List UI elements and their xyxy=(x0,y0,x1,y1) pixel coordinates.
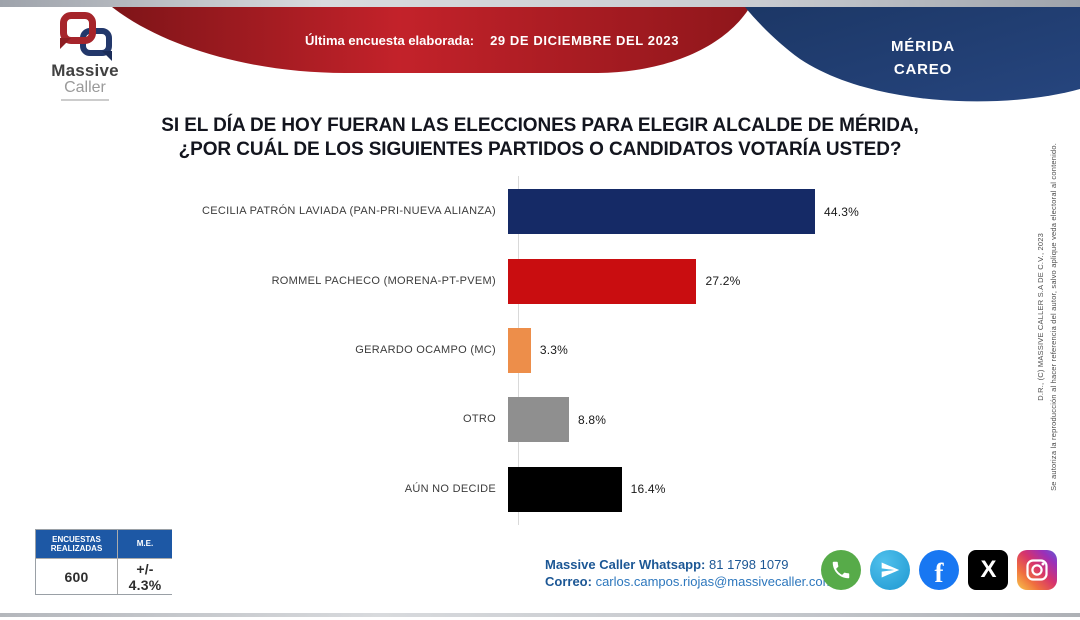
poll-question-line1: SI EL DÍA DE HOY FUERAN LAS ELECCIONES P… xyxy=(161,115,919,136)
chart-row: ROMMEL PACHECO (MORENA-PT-PVEM) 27.2% xyxy=(0,246,1010,315)
x-glyph: X xyxy=(980,556,996,583)
blue-ribbon xyxy=(745,7,1080,102)
bar-segment xyxy=(508,258,697,304)
red-ribbon xyxy=(112,7,750,73)
stats-header-encuestas: ENCUESTAS REALIZADAS xyxy=(36,530,117,558)
survey-date-label: Última encuesta elaborada: xyxy=(305,33,475,48)
contact-block: Massive Caller Whatsapp: 81 1798 1079 Co… xyxy=(545,556,833,590)
facebook-icon[interactable]: f xyxy=(919,550,959,590)
bar-chart: CECILIA PATRÓN LAVIADA (PAN-PRI-NUEVA AL… xyxy=(0,177,1010,524)
telegram-icon[interactable] xyxy=(870,550,910,590)
disclaimer-text: Se autoriza la reproducción al hacer ref… xyxy=(1049,143,1058,491)
bar-category-label: GERARDO OCAMPO (MC) xyxy=(355,343,496,356)
copyright-text: D.R., (C) MASSIVE CALLER S.A DE C.V., 20… xyxy=(1036,233,1045,401)
phone-glyph xyxy=(832,561,850,579)
whatsapp-label: Massive Caller Whatsapp: xyxy=(545,557,706,572)
region-banner: MÉRIDA CAREO xyxy=(857,35,989,81)
bar-value-label: 8.8% xyxy=(577,412,607,427)
social-icons: f X xyxy=(821,550,1057,590)
whatsapp-line: Massive Caller Whatsapp: 81 1798 1079 xyxy=(545,556,833,573)
logo-tagline xyxy=(61,99,109,101)
bar-value-label: 16.4% xyxy=(630,482,666,497)
whatsapp-number: 81 1798 1079 xyxy=(709,557,789,572)
legal-vertical-text: D.R., (C) MASSIVE CALLER S.A DE C.V., 20… xyxy=(1036,120,1058,514)
bottom-border xyxy=(0,613,1080,617)
bar-segment xyxy=(508,327,531,373)
region-subtitle: CAREO xyxy=(893,61,953,78)
facebook-f-glyph: f xyxy=(934,557,944,588)
survey-date-value: 29 DE DICIEMBRE DEL 2023 xyxy=(490,33,680,48)
bar-category-label: OTRO xyxy=(463,413,496,426)
bar-segment xyxy=(508,466,622,512)
top-border xyxy=(0,0,1080,7)
camera-glyph xyxy=(1026,559,1048,581)
bar-category-label: AÚN NO DECIDE xyxy=(404,482,496,495)
region-name: MÉRIDA xyxy=(891,38,955,55)
chart-row: CECILIA PATRÓN LAVIADA (PAN-PRI-NUEVA AL… xyxy=(0,177,1010,246)
bar-value-label: 44.3% xyxy=(823,204,860,219)
stats-header-me: M.E. xyxy=(118,530,172,558)
chart-row: AÚN NO DECIDE 16.4% xyxy=(0,455,1010,524)
logo-text-massive: Massive xyxy=(51,61,119,80)
bar-category-label: ROMMEL PACHECO (MORENA-PT-PVEM) xyxy=(271,274,496,287)
chart-row: GERARDO OCAMPO (MC) 3.3% xyxy=(0,316,1010,385)
whatsapp-icon[interactable] xyxy=(821,550,861,590)
paper-plane-glyph xyxy=(881,562,900,578)
instagram-icon[interactable] xyxy=(1017,550,1057,590)
stats-value-encuestas: 600 xyxy=(36,559,117,594)
email-label: Correo: xyxy=(545,574,592,589)
chart-row: OTRO 8.8% xyxy=(0,385,1010,454)
stats-value-me: +/- 4.3% xyxy=(118,559,172,594)
email-address[interactable]: carlos.campos.riojas@massivecaller.com xyxy=(595,574,834,589)
bar-segment xyxy=(508,189,815,235)
stats-table: ENCUESTAS REALIZADAS M.E. 600 +/- 4.3% xyxy=(35,529,172,595)
bar-value-label: 3.3% xyxy=(539,343,569,358)
email-line: Correo: carlos.campos.riojas@massivecall… xyxy=(545,573,833,590)
logo-text-caller: Caller xyxy=(64,79,106,96)
bar-value-label: 27.2% xyxy=(705,274,741,289)
bar-segment xyxy=(508,397,569,443)
logo-speech-bubbles-icon xyxy=(50,12,120,61)
bar-category-label: CECILIA PATRÓN LAVIADA (PAN-PRI-NUEVA AL… xyxy=(202,205,496,218)
massive-caller-logo: Massive Caller xyxy=(30,12,140,101)
survey-date-banner: Última encuesta elaborada: 29 DE DICIEMBR… xyxy=(305,33,678,48)
header-ribbons xyxy=(112,7,1080,102)
x-twitter-icon[interactable]: X xyxy=(968,550,1008,590)
poll-question-title: SI EL DÍA DE HOY FUERAN LAS ELECCIONES P… xyxy=(50,114,1030,162)
red-bubble-icon xyxy=(60,12,96,49)
poll-question-line2: ¿POR CUÁL DE LOS SIGUIENTES PARTIDOS O C… xyxy=(178,139,902,160)
